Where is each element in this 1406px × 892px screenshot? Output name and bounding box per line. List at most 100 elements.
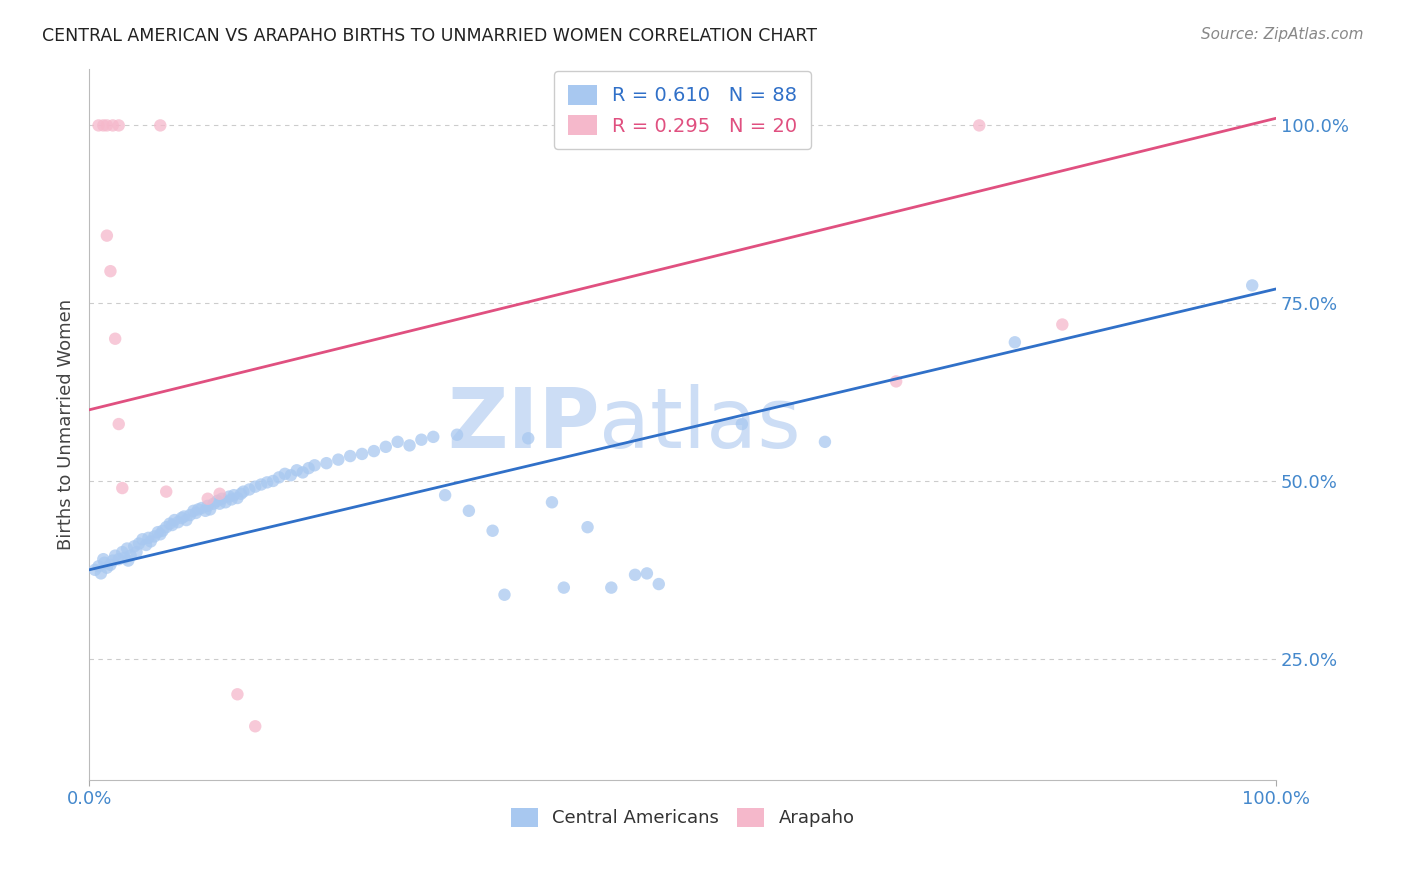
Point xyxy=(163,513,186,527)
Point xyxy=(262,474,284,488)
Point xyxy=(1241,278,1264,293)
Point xyxy=(170,511,193,525)
Point xyxy=(101,119,124,133)
Point xyxy=(191,500,214,515)
Point xyxy=(187,502,209,516)
Point xyxy=(184,506,207,520)
Point xyxy=(238,483,260,497)
Point xyxy=(125,545,148,559)
Point xyxy=(96,119,118,133)
Point xyxy=(96,228,118,243)
Point xyxy=(374,440,396,454)
Point xyxy=(211,491,233,506)
Point xyxy=(648,577,671,591)
Point xyxy=(122,540,145,554)
Point xyxy=(159,516,181,531)
Point xyxy=(226,687,249,701)
Point xyxy=(553,581,575,595)
Point xyxy=(494,588,516,602)
Point xyxy=(146,525,169,540)
Point xyxy=(96,560,118,574)
Point xyxy=(541,495,564,509)
Point xyxy=(128,536,150,550)
Point xyxy=(114,550,136,565)
Point xyxy=(218,490,240,504)
Point xyxy=(222,488,245,502)
Point xyxy=(115,541,138,556)
Point xyxy=(398,438,420,452)
Point xyxy=(208,497,231,511)
Point xyxy=(194,504,217,518)
Point xyxy=(434,488,457,502)
Y-axis label: Births to Unmarried Women: Births to Unmarried Women xyxy=(58,299,75,549)
Point xyxy=(167,515,190,529)
Point xyxy=(446,427,468,442)
Point xyxy=(1052,318,1074,332)
Point xyxy=(481,524,503,538)
Point xyxy=(152,524,174,538)
Point xyxy=(214,495,236,509)
Point xyxy=(176,513,198,527)
Point xyxy=(387,434,409,449)
Point xyxy=(298,461,321,475)
Text: CENTRAL AMERICAN VS ARAPAHO BIRTHS TO UNMARRIED WOMEN CORRELATION CHART: CENTRAL AMERICAN VS ARAPAHO BIRTHS TO UN… xyxy=(42,27,817,45)
Point xyxy=(731,417,754,431)
Point xyxy=(138,531,160,545)
Point xyxy=(84,563,107,577)
Point xyxy=(229,487,252,501)
Point xyxy=(87,559,110,574)
Point xyxy=(291,466,314,480)
Point xyxy=(101,553,124,567)
Point xyxy=(232,484,254,499)
Point xyxy=(155,484,177,499)
Point xyxy=(183,504,205,518)
Point xyxy=(104,332,127,346)
Point xyxy=(624,567,647,582)
Point xyxy=(111,481,134,495)
Point xyxy=(967,119,990,133)
Point xyxy=(304,458,326,473)
Point xyxy=(149,527,172,541)
Point xyxy=(517,431,540,445)
Point xyxy=(280,468,302,483)
Point xyxy=(111,545,134,559)
Point xyxy=(221,492,243,507)
Point xyxy=(100,264,122,278)
Point xyxy=(135,538,157,552)
Point xyxy=(197,499,219,513)
Point xyxy=(411,433,433,447)
Point xyxy=(173,509,195,524)
Point xyxy=(328,452,350,467)
Text: atlas: atlas xyxy=(599,384,801,465)
Point xyxy=(139,534,162,549)
Point xyxy=(179,508,201,522)
Point xyxy=(91,552,114,566)
Point xyxy=(636,566,658,581)
Point xyxy=(131,533,153,547)
Point xyxy=(155,520,177,534)
Point xyxy=(256,475,278,490)
Legend: Central Americans, Arapaho: Central Americans, Arapaho xyxy=(503,801,862,835)
Point xyxy=(91,119,114,133)
Point xyxy=(198,502,221,516)
Point xyxy=(814,434,837,449)
Point xyxy=(90,566,112,581)
Point xyxy=(245,480,267,494)
Point xyxy=(274,467,297,481)
Point xyxy=(1004,335,1026,350)
Text: ZIP: ZIP xyxy=(447,384,599,465)
Point xyxy=(285,463,308,477)
Point xyxy=(107,552,129,566)
Point xyxy=(315,456,337,470)
Point xyxy=(576,520,599,534)
Point xyxy=(245,719,267,733)
Point xyxy=(339,449,361,463)
Point xyxy=(202,497,225,511)
Point xyxy=(117,553,139,567)
Point xyxy=(884,375,907,389)
Point xyxy=(149,119,172,133)
Point xyxy=(352,447,374,461)
Point xyxy=(143,529,166,543)
Point xyxy=(617,119,640,133)
Point xyxy=(457,504,479,518)
